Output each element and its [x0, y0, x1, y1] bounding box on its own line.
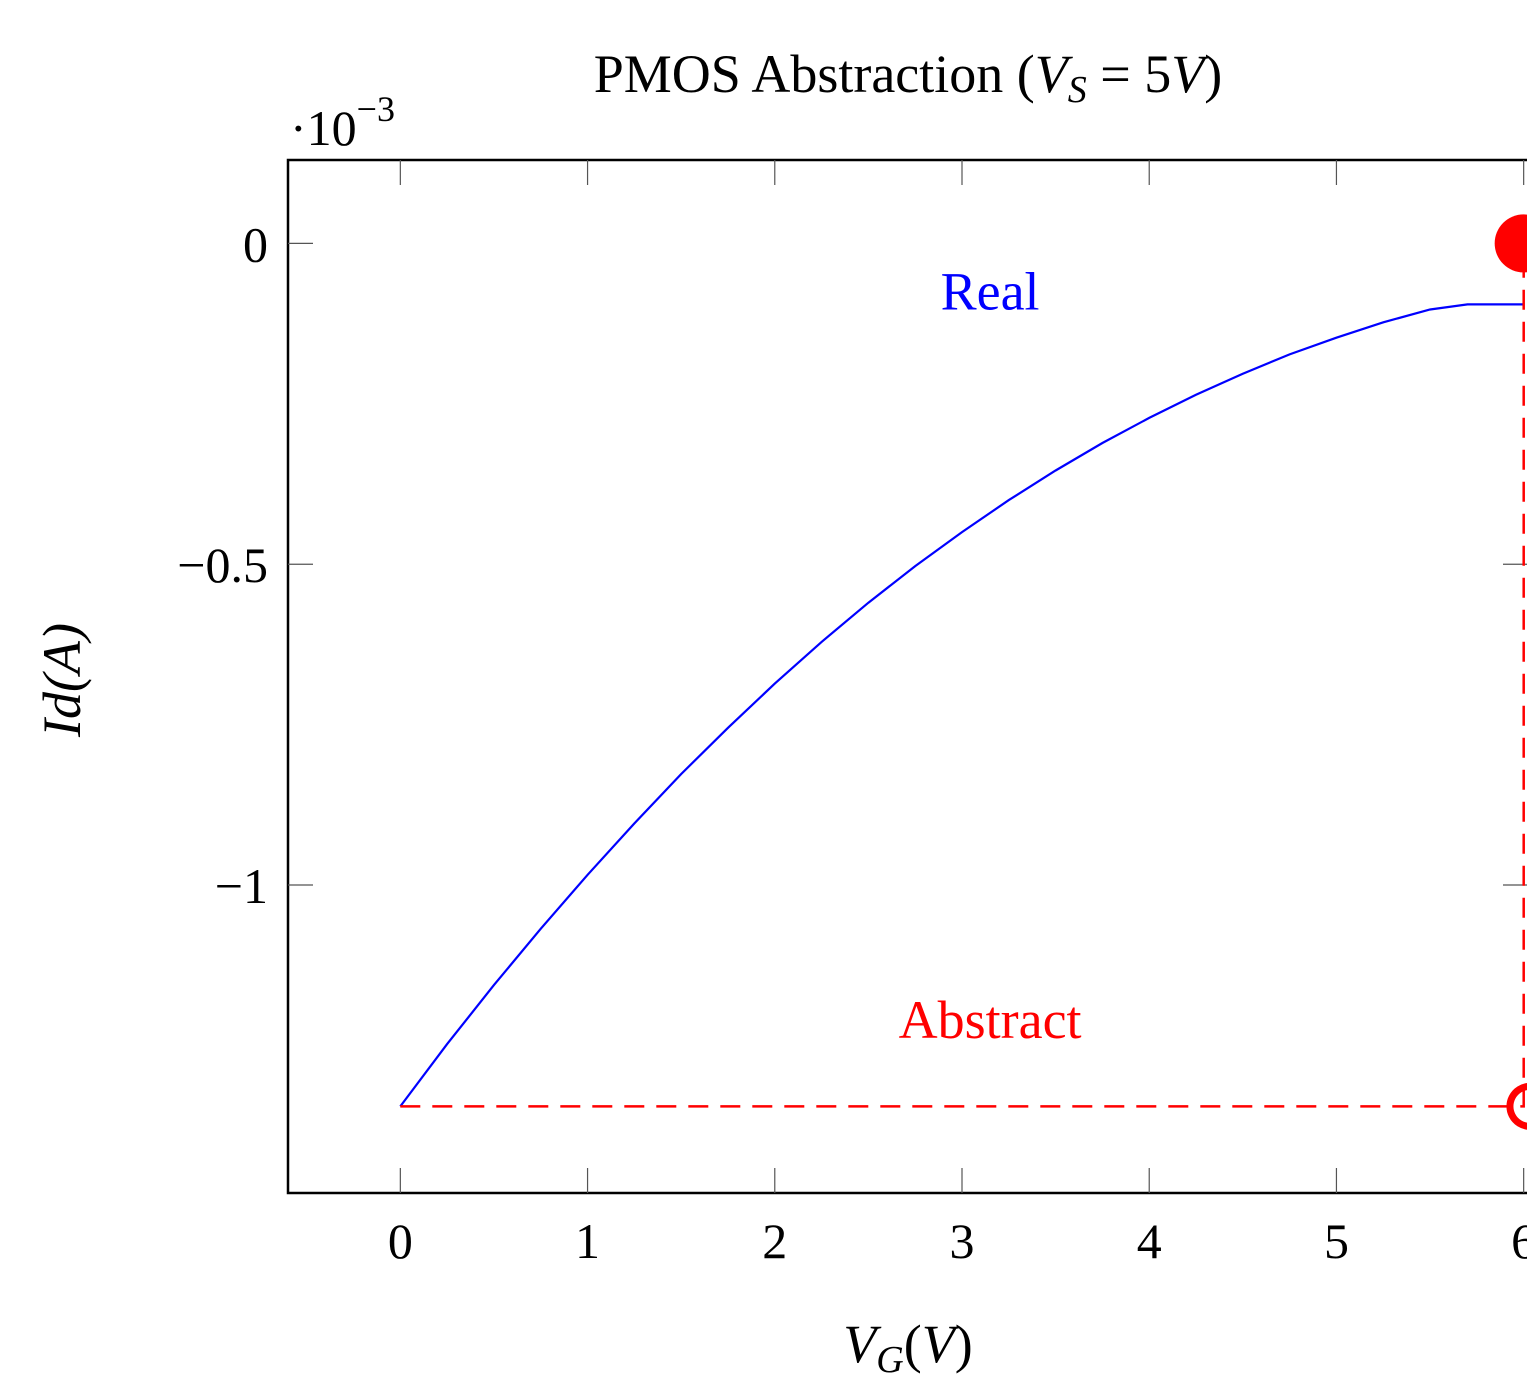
x-tick-label: 3 [950, 1213, 975, 1269]
marker-open-c [1506, 1083, 1527, 1130]
chart-title: PMOS Abstraction (VS = 5V) [594, 44, 1222, 111]
series-line-abstract [400, 243, 1525, 1108]
plot-frame [286, 158, 1527, 1195]
series-layer [399, 243, 1525, 1108]
series-line-real [399, 303, 1524, 1108]
y-tick-label: 0 [243, 216, 268, 272]
x-tick-label: 5 [1324, 1213, 1349, 1269]
annotation-label-abstract: Abstract [899, 990, 1082, 1050]
x-ticks: 0 1 2 3 4 5 6 [388, 160, 1527, 1269]
x-tick-label: 4 [1137, 1213, 1162, 1269]
marker-layer [1494, 214, 1527, 1130]
marker-filled-circle [1494, 214, 1527, 273]
y-tick-label: −0.5 [177, 537, 268, 593]
annotation-label-real: Real [941, 262, 1040, 322]
x-tick-label: 0 [388, 1213, 413, 1269]
y-tick-label: −1 [215, 858, 268, 914]
y-axis-multiplier: ·10−3 [290, 89, 395, 156]
x-tick-label: 2 [762, 1213, 787, 1269]
x-axis-label: VG(V) [843, 1314, 972, 1376]
annotation-layer: Real Abstract [899, 262, 1082, 1050]
x-tick-label: 1 [575, 1213, 600, 1269]
x-tick-label: 6 [1511, 1213, 1527, 1269]
y-ticks: 0 −0.5 −1 [177, 216, 1527, 914]
y-axis-label: Id(A) [32, 623, 92, 738]
